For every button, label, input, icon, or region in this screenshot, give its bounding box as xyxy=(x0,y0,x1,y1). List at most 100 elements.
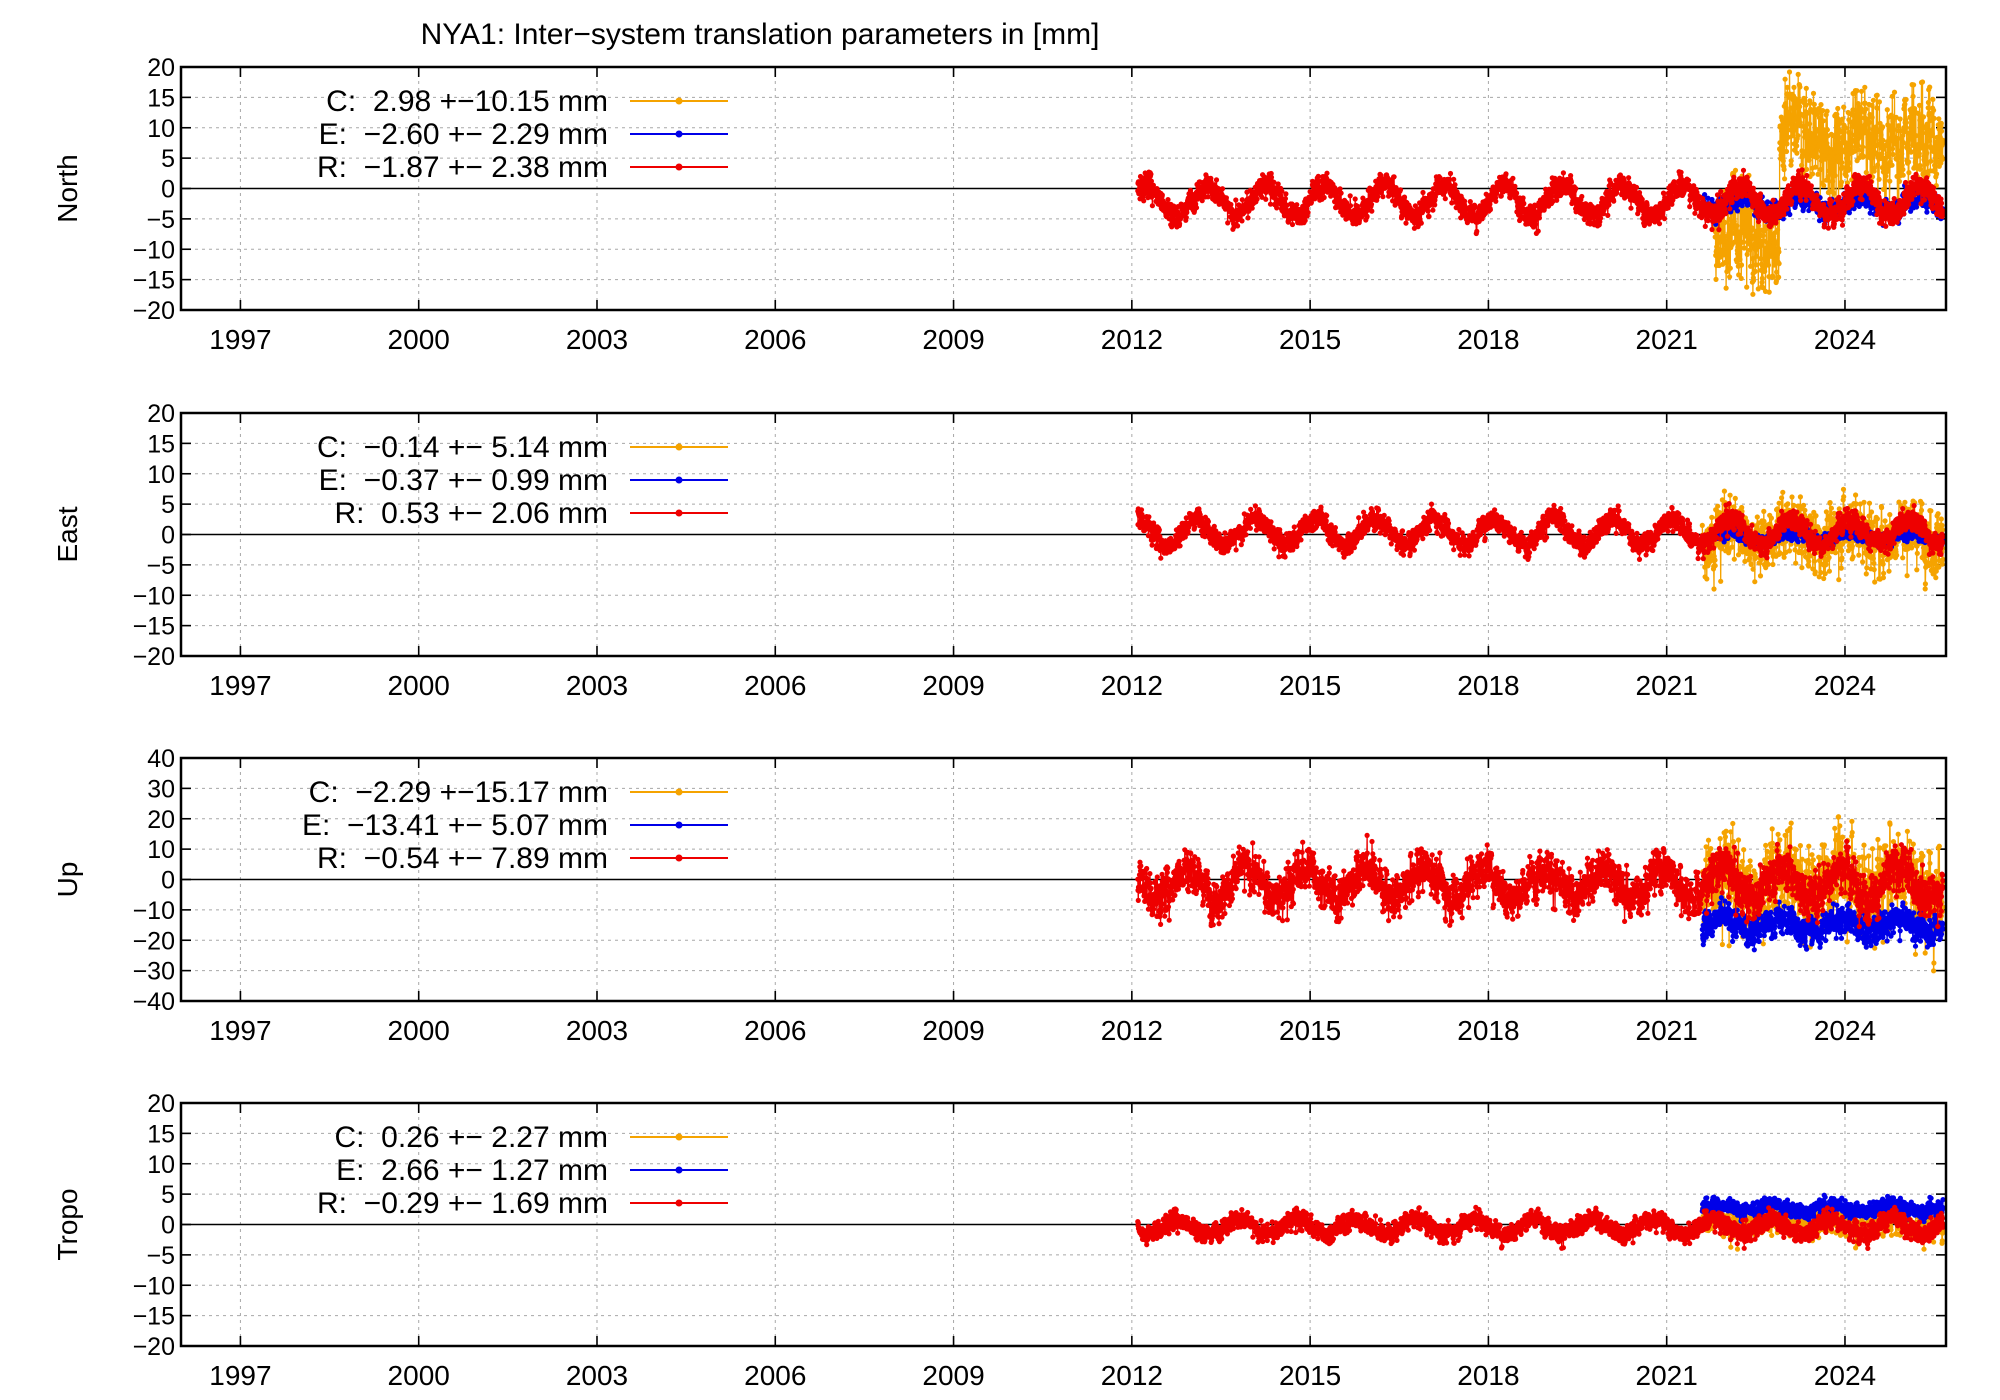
series-R-point xyxy=(1709,226,1715,233)
series-C-point xyxy=(1773,278,1779,284)
series-C-point xyxy=(1897,116,1903,122)
series-R-point xyxy=(1705,218,1711,224)
series-C-point xyxy=(1863,106,1869,112)
series-R-point xyxy=(1702,223,1708,229)
series-R-point xyxy=(1661,216,1668,222)
series-R-point xyxy=(1803,197,1809,203)
series-R-point xyxy=(1723,210,1729,216)
series-R-point xyxy=(1804,172,1810,179)
series-R-point xyxy=(1447,170,1454,177)
series-C-point xyxy=(1732,167,1739,173)
series-C-point xyxy=(1754,253,1760,259)
series-R-point xyxy=(1521,200,1527,207)
series-R-point xyxy=(1639,196,1645,202)
series-C-point xyxy=(1896,178,1902,184)
series-R-point xyxy=(1223,195,1229,201)
series-R-point xyxy=(1369,208,1375,214)
series-C-point xyxy=(1780,143,1786,149)
series-R-point xyxy=(1233,197,1239,203)
series-C-point xyxy=(1890,151,1896,157)
series-C-point xyxy=(1924,150,1930,156)
series-C-point xyxy=(1928,158,1934,164)
series-C-point xyxy=(1780,158,1786,164)
series-R-point xyxy=(1420,189,1426,196)
series-C-point xyxy=(1760,285,1766,291)
series-R-point xyxy=(1235,223,1241,229)
series-C-point xyxy=(1726,216,1732,222)
series-C-point xyxy=(1743,228,1749,234)
series-E-point xyxy=(1924,209,1930,215)
series-C-point xyxy=(1797,103,1803,110)
series-C-point xyxy=(1906,159,1912,165)
series-C-point xyxy=(1853,115,1859,121)
series-C-point xyxy=(1720,229,1726,235)
series-C-point xyxy=(1843,173,1849,179)
y-tick-label: 20 xyxy=(147,54,175,82)
series-C-point xyxy=(1765,262,1772,268)
series-R-point xyxy=(1656,221,1663,227)
series-C-point xyxy=(1774,240,1780,246)
series-R-point xyxy=(1756,219,1762,225)
series-C-point xyxy=(1824,127,1830,133)
x-tick-label: 2015 xyxy=(1279,324,1341,355)
series-C-point xyxy=(1801,113,1807,119)
x-tick-label: 2009 xyxy=(922,324,984,355)
series-R-point xyxy=(1451,176,1457,182)
series-R-point xyxy=(1692,210,1698,216)
series-C-point xyxy=(1860,153,1867,159)
series-R-point xyxy=(1219,186,1226,192)
series-C-point xyxy=(1881,186,1887,192)
series-C-point xyxy=(1909,122,1915,129)
series-R-point xyxy=(1520,195,1526,201)
y-tick-label: −20 xyxy=(133,297,175,325)
series-C-point xyxy=(1782,101,1789,107)
series-R-point xyxy=(1510,175,1516,181)
series-C-point xyxy=(1794,150,1800,156)
series-R-point xyxy=(1598,215,1604,221)
series-R-point xyxy=(1254,196,1260,202)
series-C-point xyxy=(1875,162,1881,168)
series-C-point xyxy=(1771,262,1777,268)
series-R-point xyxy=(1628,205,1634,211)
series-C-point xyxy=(1880,124,1886,130)
series-C-point xyxy=(1820,118,1826,124)
x-tick-label: 2000 xyxy=(388,324,450,355)
series-C-point xyxy=(1791,117,1797,124)
series-C-point xyxy=(1874,105,1880,111)
series-C-point xyxy=(1737,256,1743,263)
series-C-point xyxy=(1794,143,1800,149)
y-tick-label: −5 xyxy=(146,206,175,234)
series-C-point xyxy=(1903,96,1909,103)
series-C-point xyxy=(1753,262,1759,268)
series-C-point xyxy=(1723,260,1729,266)
series-C-point xyxy=(1740,239,1747,245)
series-C-point xyxy=(1835,105,1841,112)
series-R-point xyxy=(1403,220,1409,226)
series-C-point xyxy=(1727,234,1733,240)
series-C-point xyxy=(1770,274,1776,280)
series-R-point xyxy=(1784,206,1790,212)
series-R-point xyxy=(1770,197,1776,203)
series-C-point xyxy=(1900,166,1906,173)
series-C-point xyxy=(1851,124,1857,130)
series-C-point xyxy=(1727,265,1733,271)
series-R-point xyxy=(1560,170,1566,176)
series-C-point xyxy=(1873,133,1879,139)
series-C-point xyxy=(1832,173,1838,179)
series-C-point xyxy=(1917,166,1923,172)
series-R-point xyxy=(1568,173,1574,179)
series-C-point xyxy=(1838,179,1845,185)
series-C-point xyxy=(1786,111,1792,117)
series-C-point xyxy=(1789,123,1795,129)
series-C-point xyxy=(1784,84,1790,90)
series-R-point xyxy=(1716,227,1722,233)
series-R-point xyxy=(1821,221,1827,228)
series-C-point xyxy=(1760,233,1766,239)
series-C-point xyxy=(1782,130,1788,136)
series-R-point xyxy=(1159,192,1165,198)
series-R-point xyxy=(1263,196,1269,202)
series-C-point xyxy=(1744,251,1750,257)
series-R-point xyxy=(1868,179,1874,185)
